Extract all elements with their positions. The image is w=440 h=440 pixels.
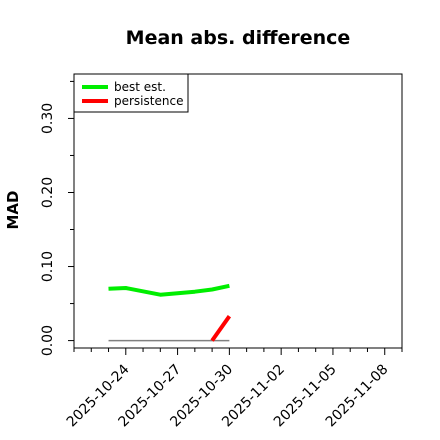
- y-tick-label: 0.10: [40, 251, 56, 282]
- y-axis-label: MAD: [4, 191, 22, 230]
- y-tick-label: 0.20: [40, 177, 56, 208]
- series-line-persistence: [210, 315, 232, 342]
- series-line-best-est: [108, 283, 230, 297]
- series-layer: [108, 283, 232, 342]
- chart-title: Mean abs. difference: [126, 27, 351, 49]
- legend: best est. persistence: [73, 73, 189, 113]
- y-axis: 0.00 0.10 0.20 0.30: [40, 80, 74, 356]
- plot-frame: [73, 73, 403, 349]
- y-tick-label: 0.30: [40, 103, 56, 134]
- x-axis: 2025-10-242025-10-272025-10-302025-11-02…: [64, 348, 403, 430]
- legend-box: [73, 73, 189, 113]
- legend-label-persistence: persistence: [114, 94, 183, 108]
- legend-label-best-est: best est.: [114, 80, 166, 94]
- y-tick-label: 0.00: [40, 325, 56, 356]
